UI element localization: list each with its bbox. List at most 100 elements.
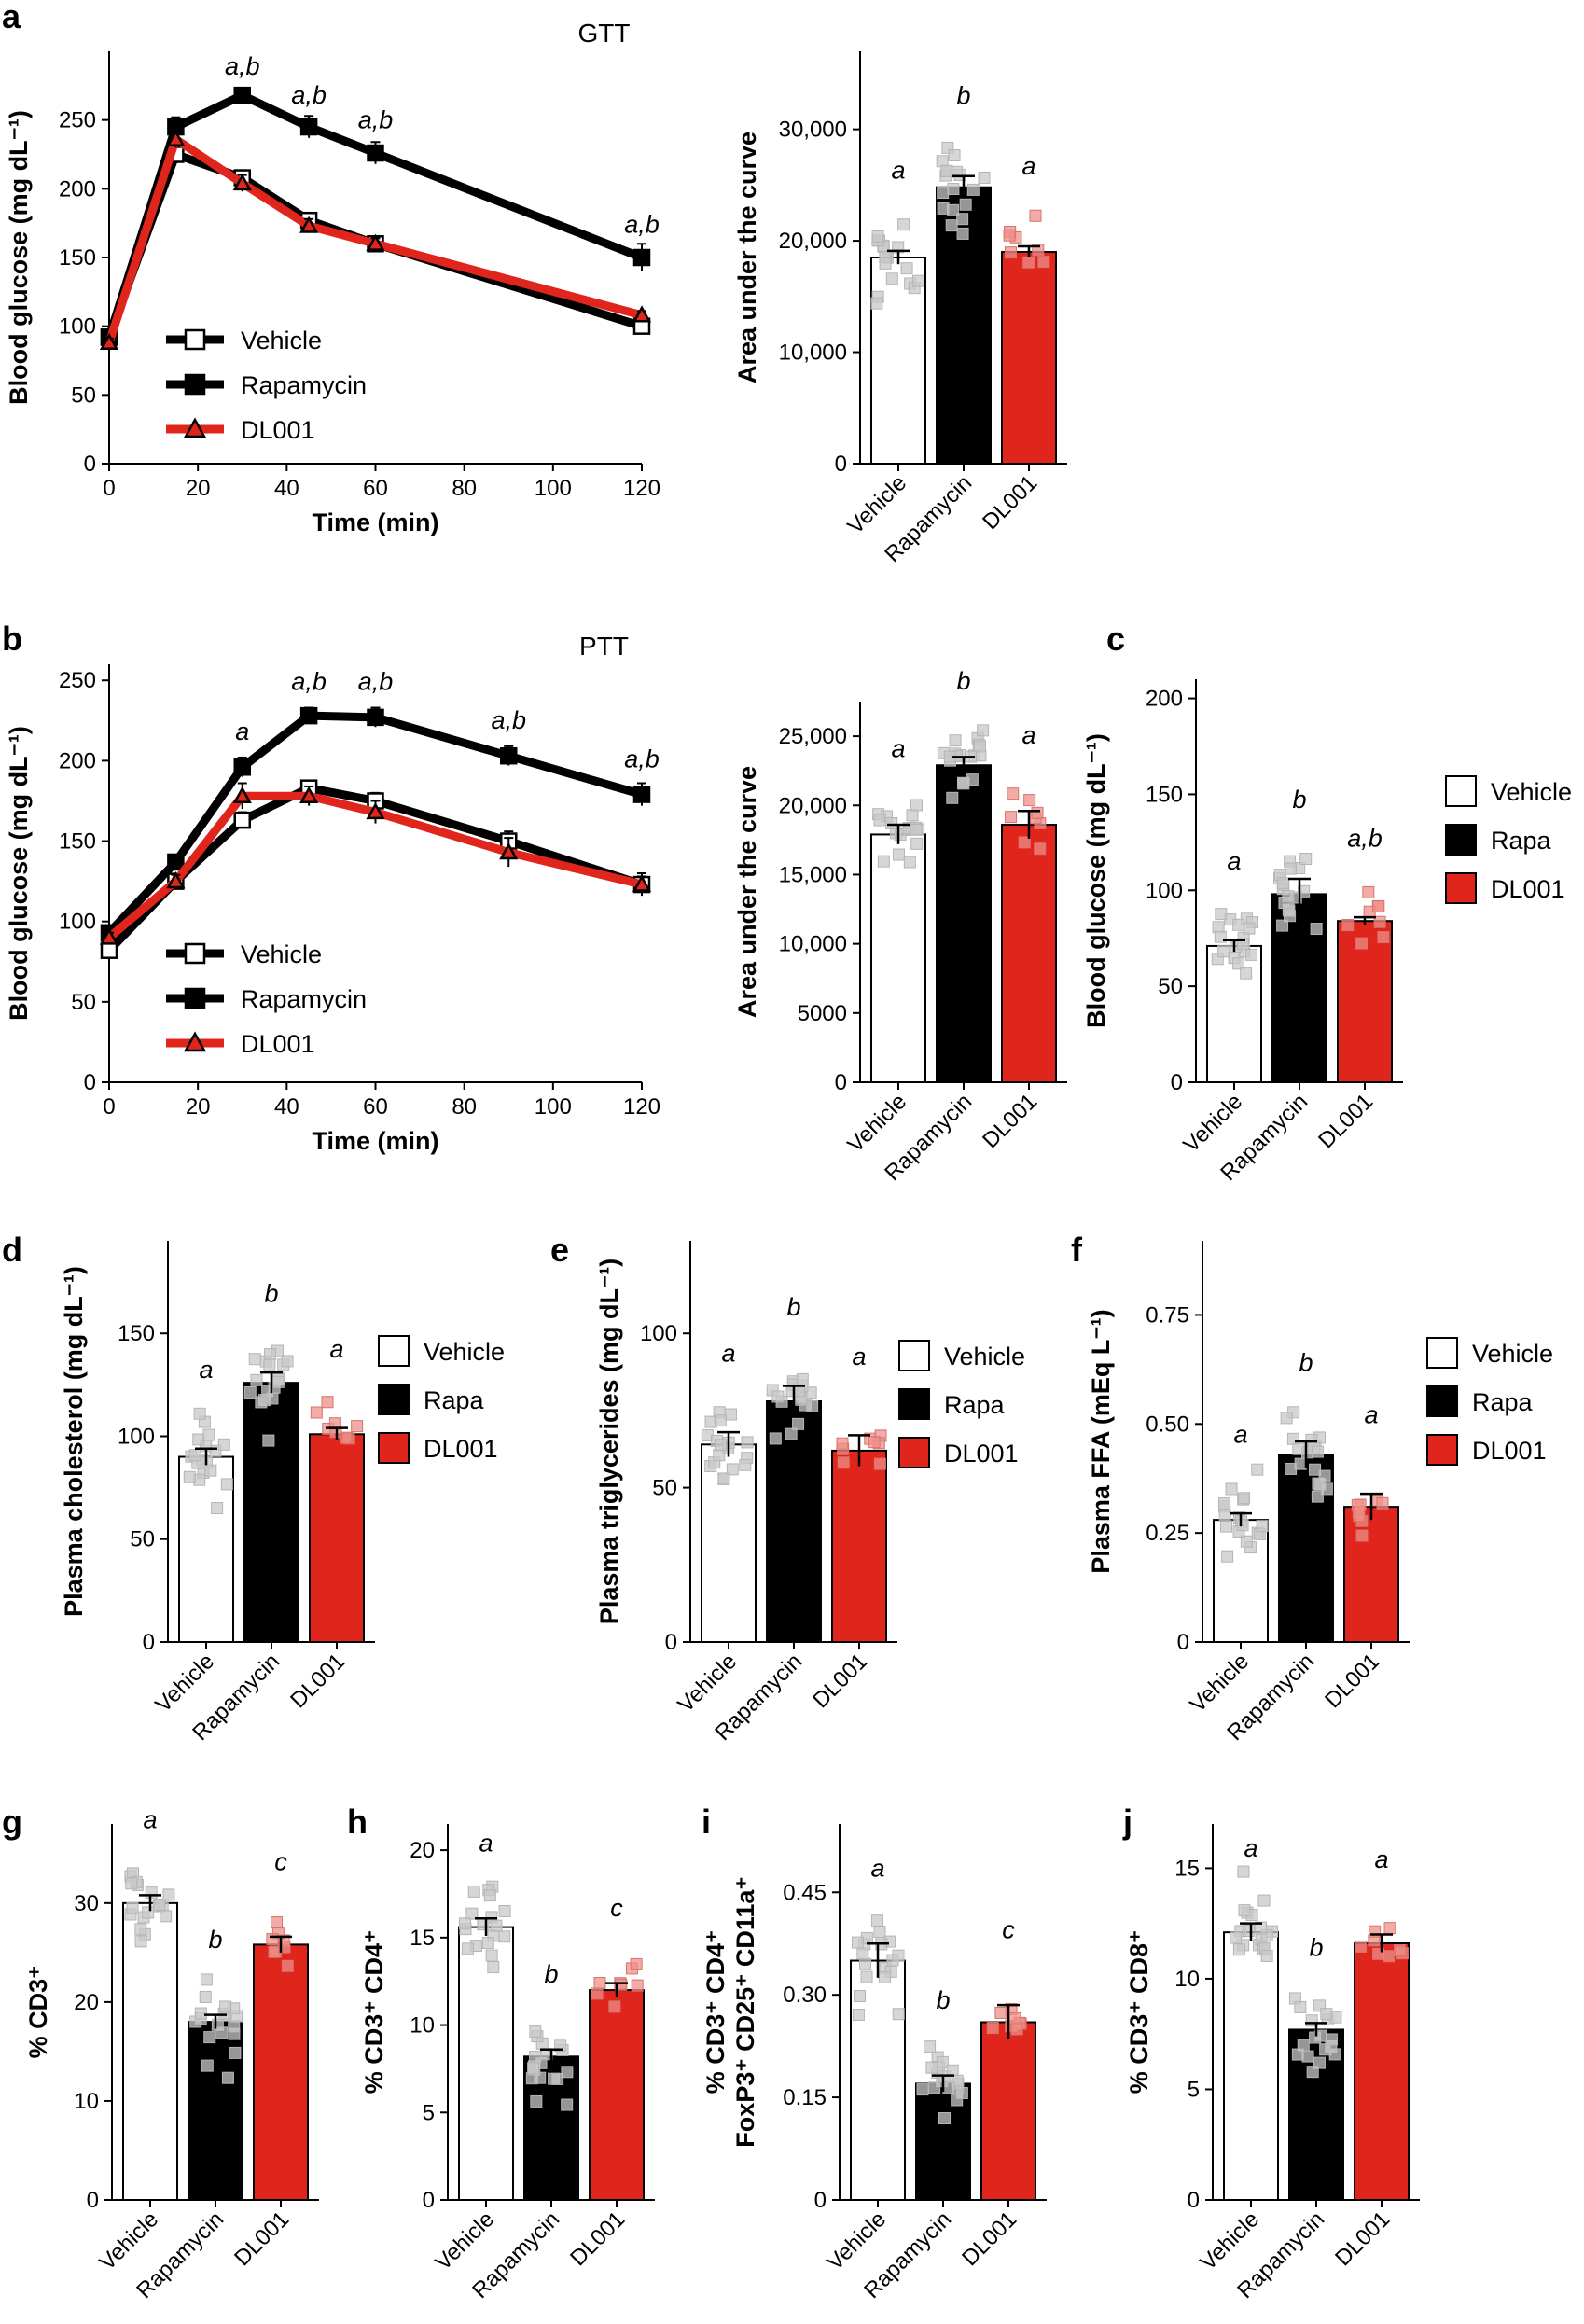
i-bar-0-point-10 [892, 1949, 905, 1962]
i-x-tick-label-group-2: DL001 [957, 2206, 1021, 2271]
e-bar-1-letter: b [786, 1293, 800, 1321]
a-line-series-2-point-1 [166, 129, 186, 146]
d-legend-swatch-1 [378, 1384, 410, 1415]
g-bar-1-point-17 [219, 2000, 232, 2013]
b-line-x-tick-label-5: 100 [535, 1094, 572, 1120]
g-bar-1-point-16 [228, 2020, 241, 2033]
d-bar-2-letter: a [329, 1335, 343, 1363]
a-line-series-1-point-3 [299, 118, 318, 136]
e-bar-2-point-6 [836, 1437, 849, 1450]
c-y-tick-label-4: 200 [1146, 687, 1183, 712]
h-bar-2-point-5 [631, 1979, 644, 1992]
a-line-legend-marker-2 [183, 417, 207, 438]
j-bar-2-letter: a [1374, 1845, 1388, 1873]
c-legend-swatch-2 [1445, 872, 1477, 904]
i-bar-1-point-3 [916, 2083, 929, 2096]
d-bar-2-point-5 [321, 1396, 334, 1409]
b-line-series-2-point-3 [299, 786, 319, 803]
a-line-annotation-0: a,b [225, 52, 260, 80]
f-bar-0-point-7 [1218, 1510, 1231, 1523]
a-line-series-2-point-4 [366, 233, 385, 251]
a-bar-bar-1-point-9 [956, 227, 969, 240]
h-bar-1-point-16 [527, 2062, 540, 2075]
f-bar-0-point-14 [1256, 1520, 1269, 1533]
g-bar-0-point-14 [153, 1898, 166, 1911]
f-legend-label-1: Rapa [1472, 1388, 1534, 1416]
h-bar-2 [589, 1989, 645, 2202]
a-line-x-tick-label-1: 20 [186, 476, 211, 501]
b-bar-y-tick-label-4: 20,000 [779, 793, 847, 818]
a-bar-bar-0-point-9 [897, 218, 910, 231]
f-x-tick-label-2: DL001 [1320, 1649, 1384, 1713]
b-line-annotation-1: a,b [291, 668, 327, 696]
c-bar-1-letter: b [1292, 786, 1306, 814]
e-bar-0-point-17 [714, 1439, 727, 1452]
a-line-y-axis-title: Blood glucose (mg dL⁻¹) [5, 110, 33, 405]
g-bar-0-point-12 [125, 1877, 138, 1890]
f-bar-2-point-3 [1354, 1498, 1367, 1511]
e-y-axis-title-text: Plasma triglycerides (mg dL⁻¹) [595, 1259, 623, 1624]
e-bar-1-point-8 [785, 1427, 798, 1440]
g-bar-1-point-7 [201, 2059, 214, 2072]
e-bar-1-point-17 [806, 1399, 819, 1412]
d-y-tick-label-3: 150 [118, 1321, 155, 1346]
a-bar-bar-2 [1001, 251, 1057, 466]
a-line-y-tick-label-4: 200 [59, 176, 96, 202]
i-bar-0-point-2 [854, 1990, 867, 2003]
c-bar-2-point-3 [1377, 931, 1390, 944]
b-line-legend-label-0: Vehicle [241, 940, 322, 968]
f-bar-0-point-16 [1217, 1497, 1230, 1510]
c-x-tick-label-group-2: DL001 [1313, 1089, 1378, 1153]
a-line-title: GTT [578, 19, 631, 48]
b-line-legend-marker-1 [184, 987, 206, 1009]
b-line-series-2-point-4 [366, 801, 385, 820]
c-bar-2-point-2 [1355, 937, 1369, 950]
b-bar-bar-2-point-2 [1007, 787, 1020, 800]
e-bar-0-point-1 [724, 1408, 737, 1421]
b-bar-y-tick-label-2: 10,000 [779, 932, 847, 957]
a-line-x-tick-label-4: 80 [452, 476, 477, 501]
b-line-series-1-point-5 [500, 746, 518, 765]
g-bar-1-letter: b [208, 1926, 222, 1954]
e-bar-0-letter: a [721, 1340, 735, 1368]
i-bar-0-point-4 [852, 2008, 865, 2021]
d-bar-2 [309, 1433, 365, 1644]
e-bar-0-point-11 [741, 1436, 754, 1449]
j-bar-0 [1223, 1931, 1279, 2202]
h-bar-0-point-9 [485, 1949, 498, 1962]
d-y-tick-label-2: 100 [118, 1424, 155, 1449]
e-bar-1-point-15 [796, 1372, 809, 1385]
f-bar-1-point-11 [1320, 1482, 1333, 1496]
a-line-legend-label-2: DL001 [241, 416, 315, 444]
j-x-tick-label-group-2: DL001 [1330, 2206, 1395, 2271]
h-x-tick-label-2: DL001 [565, 2206, 630, 2271]
e-x-tick-label-group-2: DL001 [808, 1649, 872, 1713]
c-legend-label-0: Vehicle [1491, 778, 1572, 806]
a-line-y-tick-label-1: 50 [71, 383, 96, 408]
j-bar-0-point-9 [1237, 1865, 1250, 1878]
d-bar-2-point-2 [340, 1431, 353, 1444]
a-bar-bar-2-letter: a [1021, 152, 1035, 180]
i-bar-0-point-9 [892, 2008, 905, 2021]
d-y-axis-title: Plasma cholesterol (mg dL⁻¹) [60, 1266, 88, 1617]
a-bar-bar-2-point-3 [1029, 209, 1042, 222]
g-bar-0-point-17 [142, 1906, 155, 1919]
g-bar-2-point-1 [281, 1959, 294, 1972]
f-y-axis-title: Plasma FFA (mEq L⁻¹) [1087, 1309, 1115, 1573]
j-bar-0-point-2 [1232, 1943, 1245, 1956]
a-bar-bar-2-point-2 [1037, 256, 1050, 269]
b-bar-bar-2-point-6 [1031, 806, 1044, 819]
d-bar-2-point-4 [351, 1420, 364, 1433]
h-bar-1-point-5 [530, 2094, 543, 2108]
d-legend-swatch-2 [378, 1432, 410, 1464]
f-bar-2 [1343, 1506, 1399, 1643]
h-x-tick-label-group-2: DL001 [565, 2206, 630, 2271]
panel-label-g: g [2, 1802, 22, 1841]
f-bar-2-point-7 [1353, 1510, 1366, 1523]
f-bar-1-point-15 [1318, 1469, 1331, 1482]
b-line-legend-label-2: DL001 [241, 1030, 315, 1058]
a-line-annotation-1: a,b [291, 81, 327, 109]
d-y-tick-label-0: 0 [143, 1630, 155, 1655]
a-bar-bar-0-letter: a [891, 157, 905, 185]
b-bar-bar-2-point-1 [1023, 794, 1036, 807]
